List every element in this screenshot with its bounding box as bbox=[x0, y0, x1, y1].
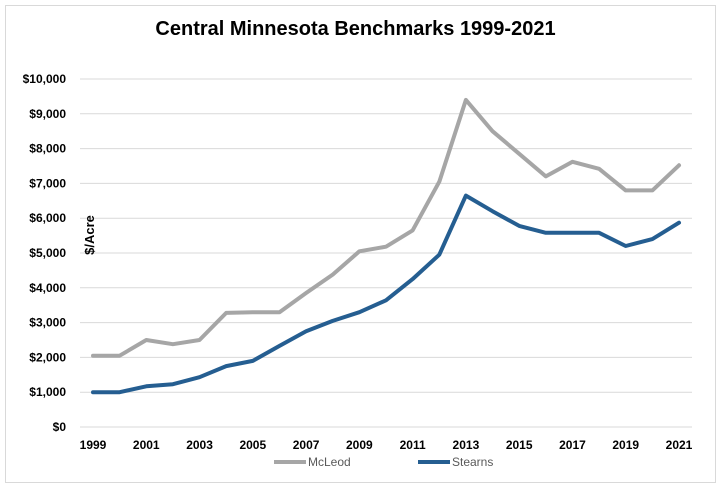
x-tick-label: 2021 bbox=[666, 438, 693, 452]
y-tick-label: $10,000 bbox=[23, 72, 67, 86]
y-tick-label: $7,000 bbox=[29, 176, 66, 190]
chart-title: Central Minnesota Benchmarks 1999-2021 bbox=[155, 18, 556, 40]
y-tick-label: $6,000 bbox=[29, 211, 66, 225]
x-tick-label: 2005 bbox=[239, 438, 266, 452]
y-axis-label: $/Acre bbox=[82, 215, 97, 255]
series-line-stearns bbox=[91, 193, 681, 395]
legend-label-stearns: Stearns bbox=[452, 455, 493, 469]
y-tick-label: $5,000 bbox=[29, 246, 66, 260]
x-tick-label: 2009 bbox=[346, 438, 373, 452]
y-tick-label: $8,000 bbox=[29, 142, 66, 156]
x-tick-label: 2003 bbox=[186, 438, 213, 452]
x-tick-label: 2015 bbox=[506, 438, 533, 452]
y-tick-label: $0 bbox=[53, 420, 67, 434]
x-tick-label: 2007 bbox=[293, 438, 320, 452]
x-tick-label: 2019 bbox=[612, 438, 639, 452]
y-tick-label: $1,000 bbox=[29, 385, 66, 399]
y-tick-label: $4,000 bbox=[29, 281, 66, 295]
x-tick-label: 1999 bbox=[80, 438, 107, 452]
x-tick-label: 2017 bbox=[559, 438, 586, 452]
x-tick-label: 2001 bbox=[133, 438, 160, 452]
y-tick-label: $9,000 bbox=[29, 107, 66, 121]
legend-label-mcleod: McLeod bbox=[308, 455, 351, 469]
chart-frame bbox=[5, 5, 716, 483]
x-tick-label: 2011 bbox=[400, 438, 426, 452]
y-tick-label: $3,000 bbox=[29, 316, 66, 330]
series-line-mcleod bbox=[91, 97, 681, 358]
x-tick-label: 2013 bbox=[453, 438, 480, 452]
y-tick-label: $2,000 bbox=[29, 350, 66, 364]
